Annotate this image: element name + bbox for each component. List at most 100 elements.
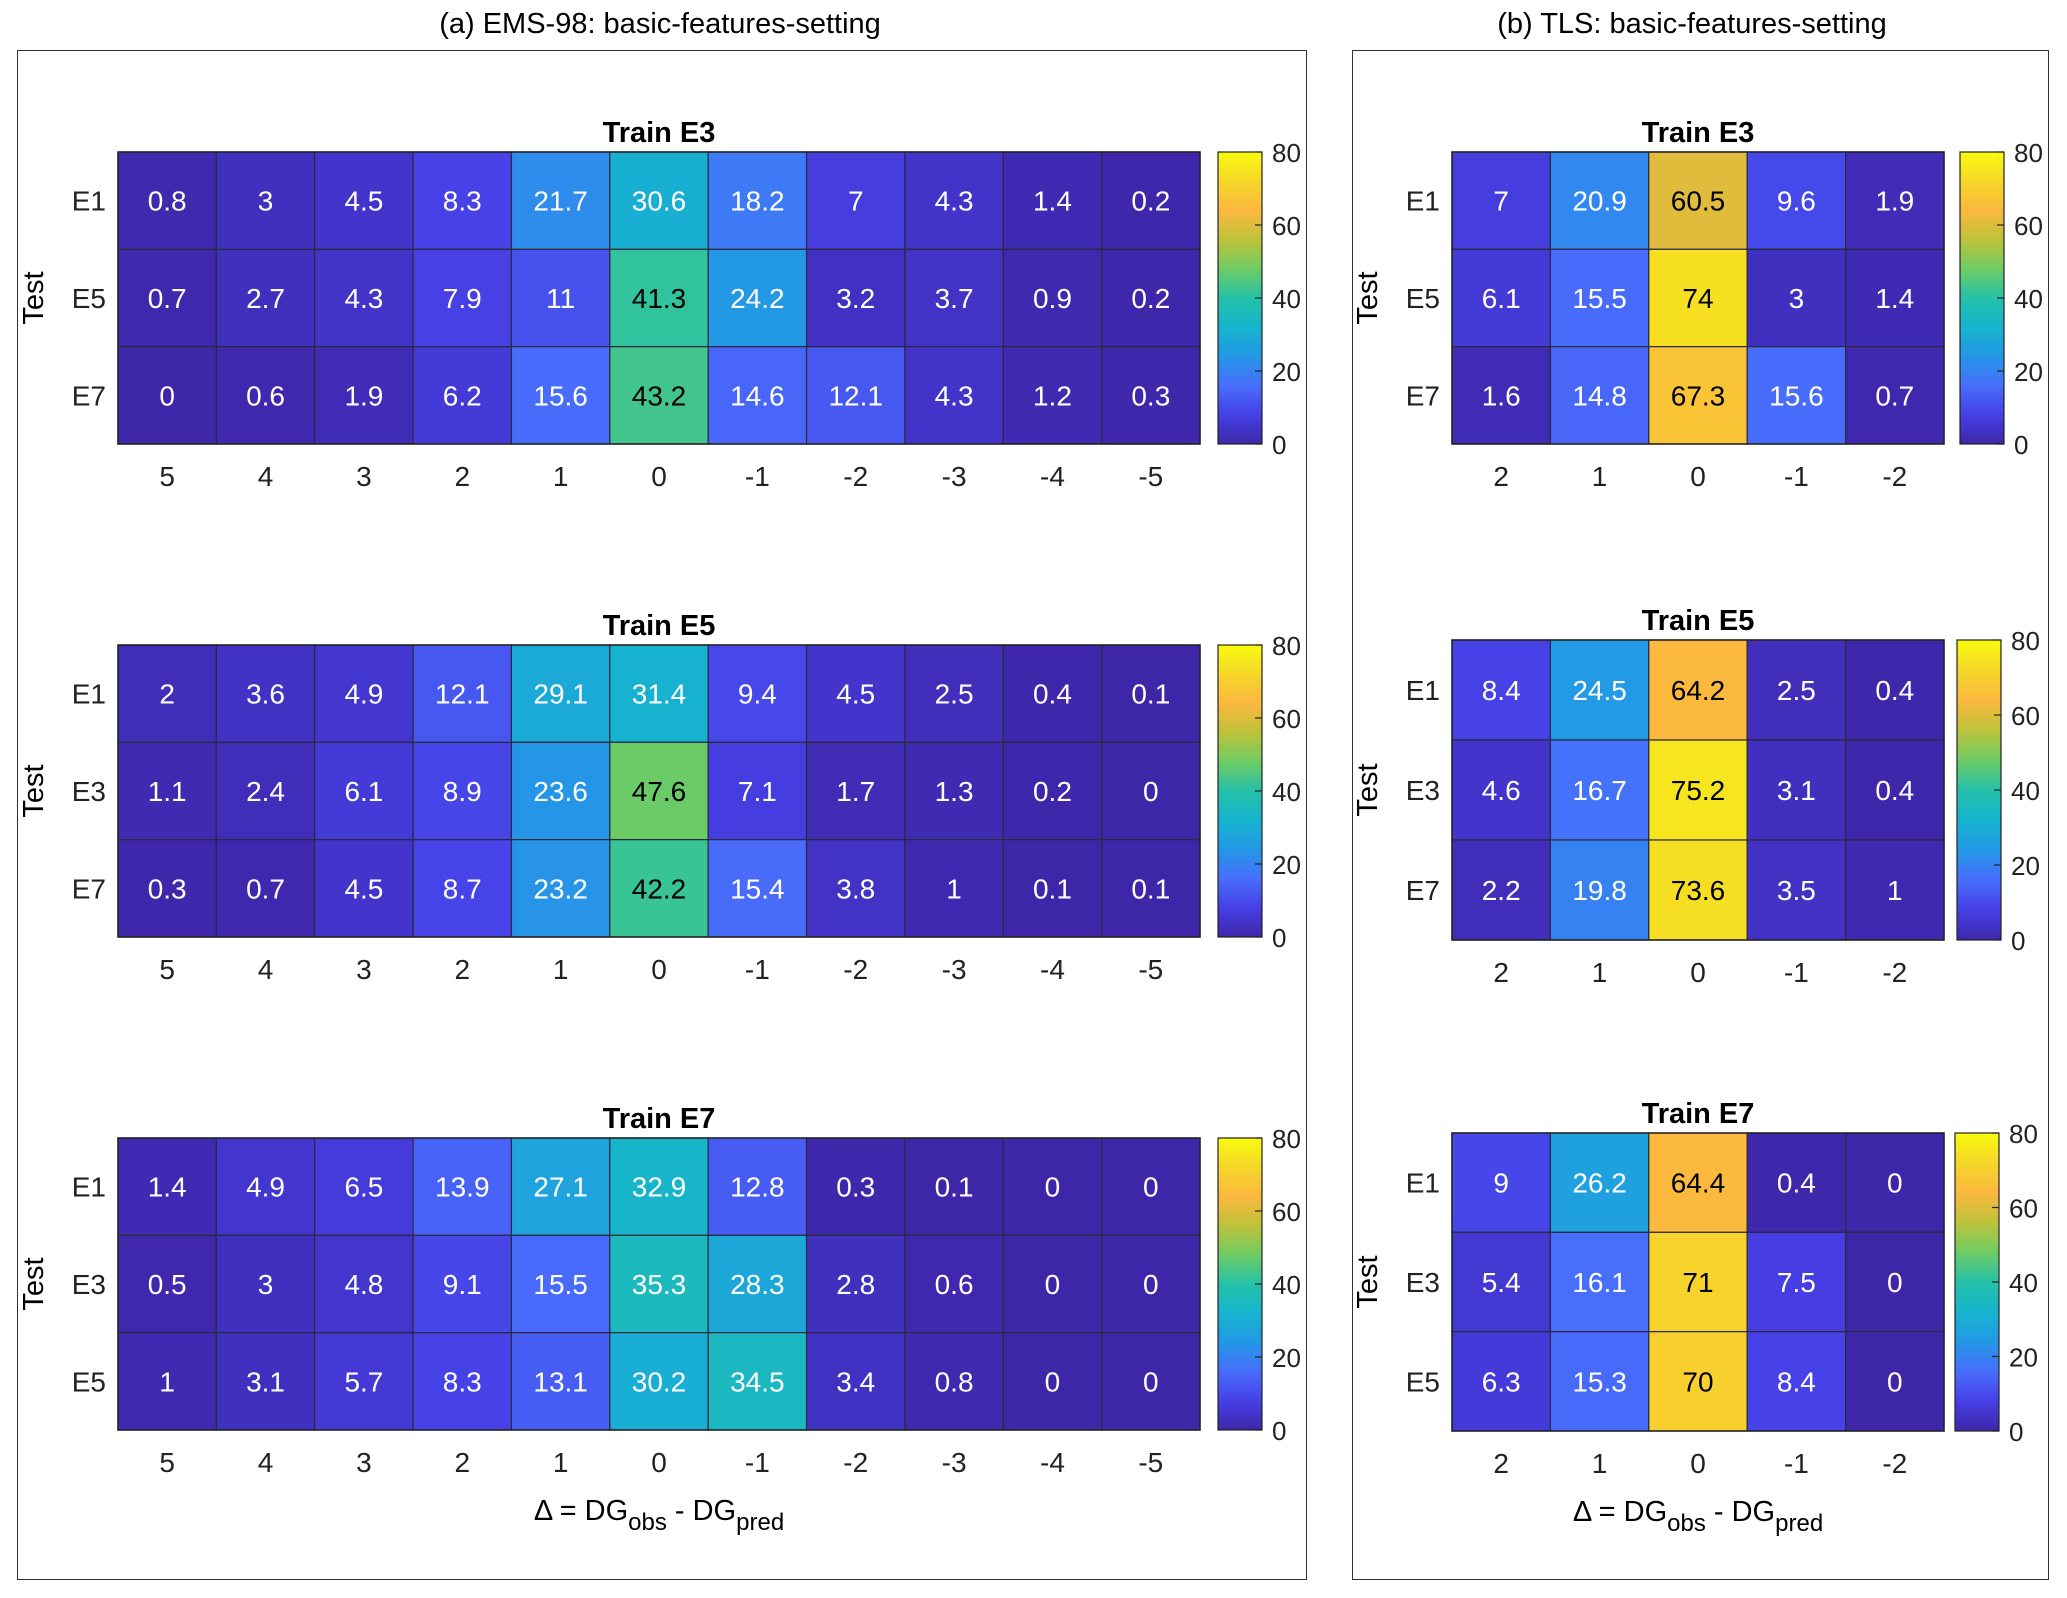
heatmap-cell [904, 644, 1004, 743]
cell-value-label: 60.5 [1671, 186, 1726, 217]
cell-value-label: 7 [1493, 186, 1509, 217]
colorbar [1217, 1137, 1263, 1431]
y-tick-label: E3 [1406, 775, 1440, 806]
colorbar-tick-label: 0 [1272, 430, 1286, 460]
heatmap-cell [1101, 1234, 1201, 1334]
cell-value-label: 1.7 [836, 776, 875, 807]
x-tick-label: 2 [1493, 957, 1509, 988]
cell-value-label: 0.1 [935, 1172, 974, 1203]
heatmap-cell [1648, 1231, 1748, 1333]
cell-value-label: 1.2 [1033, 380, 1072, 411]
cell-value-label: 21.7 [533, 186, 588, 217]
heatmap-cell [805, 1234, 906, 1334]
heatmap-cell [1451, 346, 1552, 445]
cell-value-label: 3.5 [1777, 875, 1816, 906]
cell-value-label: 32.9 [632, 1172, 687, 1203]
heatmap-cell [412, 1137, 513, 1236]
colorbar-tick-label: 40 [1272, 1270, 1301, 1300]
x-tick-label: 2 [454, 1447, 470, 1478]
heatmap-cell [1844, 248, 1945, 348]
colorbar-tick-label: 40 [1272, 284, 1301, 314]
heatmap-cell [1002, 151, 1103, 250]
heatmap-cell [1451, 1231, 1552, 1333]
x-tick-label: 4 [258, 954, 274, 985]
x-tick-label: 1 [553, 954, 569, 985]
heatmap-cell [1002, 839, 1103, 938]
heatmap-cell [1549, 1132, 1650, 1233]
cell-value-label: 0 [159, 380, 175, 411]
cell-value-label: 3.8 [836, 873, 875, 904]
cell-value-label: 0.4 [1875, 775, 1914, 806]
x-tick-label: 5 [159, 954, 175, 985]
cell-value-label: 0.6 [935, 1269, 974, 1300]
x-tick-label: -2 [1882, 957, 1907, 988]
cell-value-label: 7.1 [738, 776, 777, 807]
x-axis-label-part: pred [1775, 1510, 1823, 1537]
heatmap-cell [1549, 839, 1650, 941]
heatmap-cell [1648, 739, 1748, 841]
cell-value-label: 1.9 [1875, 186, 1914, 217]
heatmap-cell [1648, 248, 1748, 348]
cell-value-label: 5.4 [1482, 1267, 1521, 1298]
cell-value-label: 9.6 [1777, 186, 1816, 217]
heatmap-border [117, 151, 1201, 445]
heatmap-cell [609, 1234, 709, 1334]
cell-value-label: 0 [1143, 1172, 1159, 1203]
cell-value-label: 3 [1789, 283, 1805, 314]
heatmap-cell [1002, 1332, 1103, 1431]
cell-value-label: 26.2 [1572, 1168, 1627, 1199]
heatmap-cell [904, 741, 1004, 841]
cell-value-label: 42.2 [632, 873, 687, 904]
heatmap-cell [1844, 1132, 1945, 1233]
colorbar [1954, 1132, 2000, 1432]
heatmap-cell [1648, 1132, 1748, 1233]
heatmap-cell [510, 1332, 611, 1431]
colorbar-tick-label: 40 [1272, 777, 1301, 807]
heatmap-cell [510, 644, 611, 743]
colorbar-tick-label: 40 [2009, 1268, 2038, 1298]
cell-value-label: 0.4 [1777, 1168, 1816, 1199]
colorbar-tick-label: 20 [1272, 357, 1301, 387]
panel-a-frame [17, 50, 1307, 1580]
cell-value-label: 15.6 [1769, 380, 1824, 411]
x-tick-label: 0 [651, 461, 667, 492]
cell-value-label: 30.2 [632, 1366, 687, 1397]
heatmap-cell [314, 248, 414, 348]
x-tick-label: 3 [356, 461, 372, 492]
heatmap-border [1451, 151, 1945, 445]
cell-value-label: 8.7 [443, 873, 482, 904]
heatmap-cell [510, 1234, 611, 1334]
heatmap-cell [904, 1332, 1004, 1431]
x-tick-label: 0 [1690, 1448, 1706, 1479]
heatmap-cell [1746, 1231, 1847, 1333]
x-tick-label: -3 [942, 1447, 967, 1478]
heatmap-cell [707, 839, 808, 938]
cell-value-label: 0.8 [148, 186, 187, 217]
cell-value-label: 30.6 [632, 186, 687, 217]
y-tick-label: E3 [1406, 1267, 1440, 1298]
cell-value-label: 70 [1682, 1366, 1713, 1397]
x-axis-label-part: obs [628, 1509, 667, 1536]
cell-value-label: 0.2 [1131, 283, 1170, 314]
cell-value-label: 7.9 [443, 283, 482, 314]
cell-value-label: 0 [1887, 1168, 1903, 1199]
cell-value-label: 3.7 [935, 283, 974, 314]
cell-value-label: 6.5 [344, 1172, 383, 1203]
x-axis-label: Δ = DGobs - DGpred [1573, 1496, 1823, 1537]
cell-value-label: 0.1 [1033, 873, 1072, 904]
cell-value-label: 0.3 [1131, 380, 1170, 411]
y-axis-label: Test [18, 1257, 50, 1310]
cell-value-label: 2.4 [246, 776, 285, 807]
cell-value-label: 2.5 [1777, 675, 1816, 706]
cell-value-label: 15.5 [533, 1269, 588, 1300]
colorbar-tick-label: 0 [2011, 926, 2025, 956]
colorbar [1217, 644, 1263, 938]
heatmap-cell [707, 741, 808, 841]
y-axis-label: Test [1352, 1255, 1384, 1308]
heatmap-cell [215, 741, 316, 841]
cell-value-label: 0.1 [1131, 873, 1170, 904]
x-axis-label-part: Δ = DG [534, 1495, 628, 1527]
cell-value-label: 2.8 [836, 1269, 875, 1300]
colorbar-tick-label: 60 [1272, 1197, 1301, 1227]
cell-value-label: 0.3 [836, 1172, 875, 1203]
